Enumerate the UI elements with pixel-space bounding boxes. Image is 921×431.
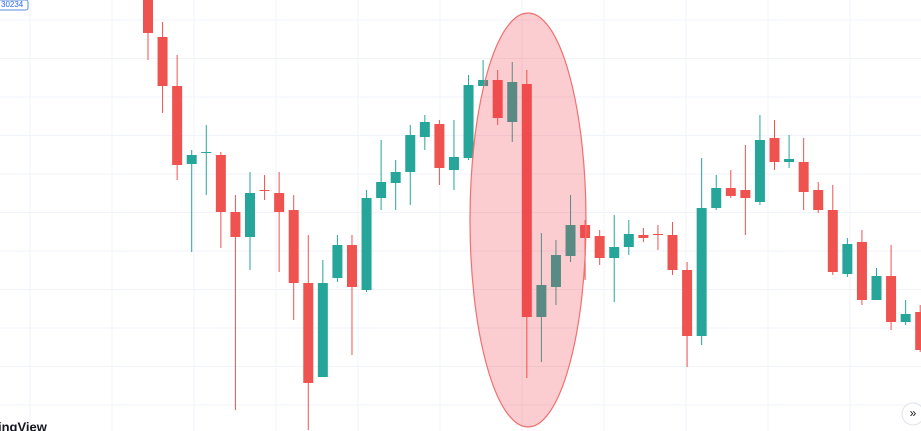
candle-body: [784, 159, 795, 162]
candle-body: [871, 276, 882, 300]
candle-body: [886, 276, 897, 322]
candle-body: [696, 208, 707, 336]
candle-body: [682, 270, 693, 336]
candle-body: [244, 193, 255, 237]
candle-body: [332, 245, 343, 278]
candle-body: [405, 135, 416, 172]
scroll-button-label[interactable]: »: [910, 406, 917, 420]
candle-body: [711, 188, 722, 208]
candle-body: [215, 155, 226, 212]
candle-body: [521, 84, 532, 317]
price-label-box: [0, 0, 29, 11]
candle-body: [667, 235, 678, 270]
candle-body: [361, 198, 372, 290]
scroll-button[interactable]: »: [901, 402, 921, 426]
candle-body: [900, 314, 911, 322]
candle-body: [725, 188, 736, 196]
candle-body: [201, 152, 212, 153]
price-label: 30234: [1, 0, 24, 9]
candle-body: [478, 80, 489, 86]
candle-body: [434, 124, 445, 168]
candles: [143, 0, 921, 430]
candle-body: [143, 0, 153, 33]
candle-body: [463, 85, 474, 158]
candle-body: [536, 285, 547, 317]
scroll-button-bg[interactable]: [901, 402, 921, 426]
candle-body: [492, 80, 503, 118]
candle-body: [740, 190, 751, 198]
candle-body: [652, 234, 663, 235]
candle-body: [769, 138, 780, 162]
candle-body: [609, 247, 620, 258]
candle-body: [842, 244, 853, 274]
candle-body: [346, 245, 357, 287]
candle-body: [274, 193, 285, 212]
candle-body: [856, 242, 867, 300]
candle-body: [157, 37, 168, 86]
highlight-ellipse: [469, 12, 587, 428]
candle-body: [303, 283, 314, 383]
candle-body: [623, 234, 634, 247]
candle-body: [448, 157, 459, 170]
candle-body: [376, 182, 387, 198]
candle-body: [419, 122, 430, 137]
candle-body: [390, 172, 401, 183]
candle-body: [827, 210, 838, 272]
candle-body: [317, 283, 328, 377]
candle-body: [798, 162, 809, 192]
candle-body: [288, 210, 299, 283]
candle-body: [638, 235, 649, 238]
logo: ingView: [0, 419, 48, 431]
candle-body: [754, 140, 765, 202]
candle-body: [915, 312, 921, 350]
candle-body: [594, 236, 605, 258]
candle-body: [507, 82, 518, 122]
candle-body: [172, 86, 183, 165]
candle-body: [259, 190, 270, 191]
candle-body: [230, 212, 241, 237]
candle-body: [813, 190, 824, 210]
candle-body: [186, 155, 197, 164]
candle-body: [580, 225, 591, 238]
candle-body: [550, 255, 561, 287]
candle-body: [565, 225, 576, 256]
